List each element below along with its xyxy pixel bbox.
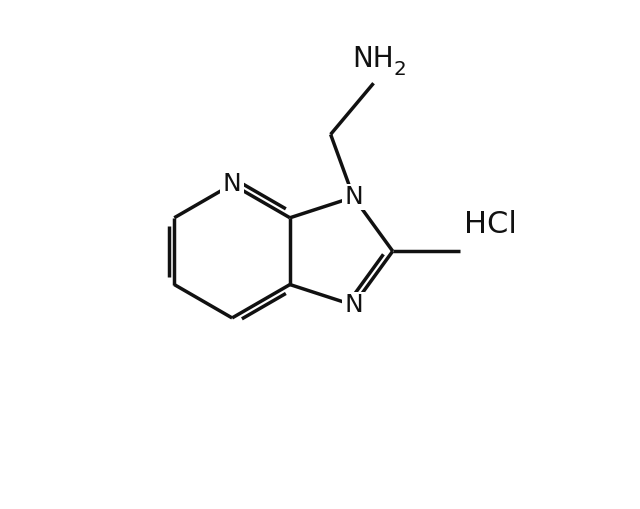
- Text: N: N: [221, 173, 243, 196]
- Text: HCl: HCl: [464, 210, 516, 239]
- Text: N: N: [343, 293, 364, 317]
- Text: N: N: [343, 185, 364, 209]
- Text: NH: NH: [353, 45, 394, 73]
- Text: 2: 2: [394, 60, 406, 78]
- Text: NH: NH: [353, 45, 394, 73]
- Text: N: N: [223, 173, 241, 196]
- Text: N: N: [344, 293, 363, 317]
- Text: N: N: [344, 185, 363, 209]
